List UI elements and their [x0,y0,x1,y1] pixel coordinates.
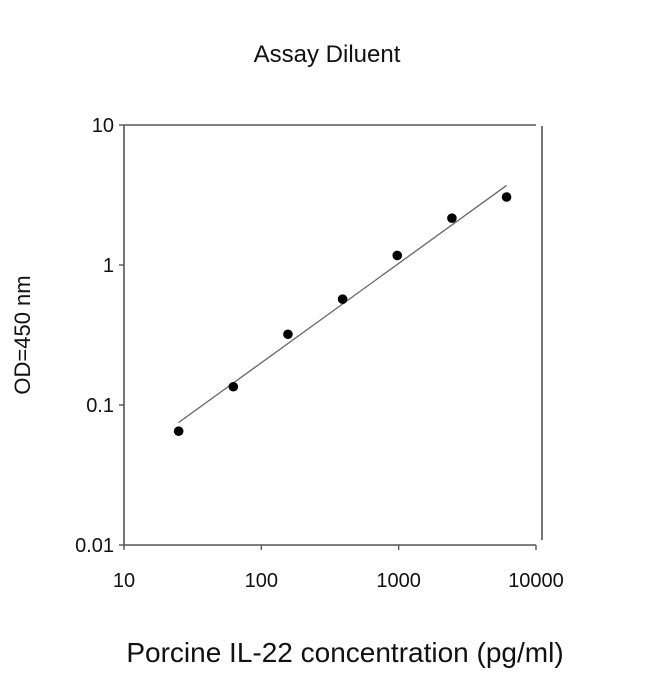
y-tick-label: 0.01 [75,535,114,557]
data-point [447,213,457,223]
data-point [392,250,403,261]
x-tick-label: 10000 [508,570,564,592]
x-tick-label: 10 [113,570,135,592]
plot-frame [123,124,543,546]
x-axis-label: Porcine IL-22 concentration (pg/ml) [126,637,563,668]
data-point [283,329,293,340]
data-point [228,381,239,392]
y-tick-label: 10 [92,115,114,137]
chart-title: Assay Diluent [254,41,401,68]
x-tick-label: 100 [245,570,278,592]
x-axis-ticks: 10 100 1000 10000 [113,545,564,592]
data-point [337,294,348,304]
y-axis-ticks: 10 1 0.1 0.01 [75,115,124,557]
data-points [173,192,512,436]
y-tick-label: 1 [103,255,114,277]
data-point [501,192,512,202]
y-tick-label: 0.1 [86,395,114,417]
data-point [173,426,184,436]
y-axis-label: OD=450 nm [10,275,35,394]
x-tick-label: 1000 [376,570,421,592]
